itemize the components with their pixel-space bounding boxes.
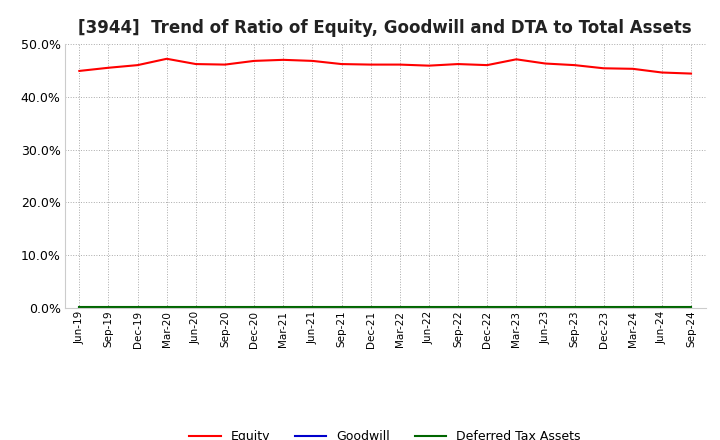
Equity <box>366 62 375 67</box>
Deferred Tax Assets <box>220 304 229 310</box>
Goodwill <box>629 305 637 311</box>
Deferred Tax Assets <box>541 304 550 310</box>
Equity <box>687 71 696 76</box>
Equity <box>483 62 492 68</box>
Deferred Tax Assets <box>425 304 433 310</box>
Deferred Tax Assets <box>104 304 113 310</box>
Deferred Tax Assets <box>250 304 258 310</box>
Deferred Tax Assets <box>337 304 346 310</box>
Goodwill <box>133 305 142 311</box>
Deferred Tax Assets <box>687 304 696 310</box>
Deferred Tax Assets <box>192 304 200 310</box>
Equity <box>395 62 404 67</box>
Deferred Tax Assets <box>366 304 375 310</box>
Goodwill <box>250 305 258 311</box>
Goodwill <box>279 305 287 311</box>
Goodwill <box>483 305 492 311</box>
Goodwill <box>599 305 608 311</box>
Deferred Tax Assets <box>163 304 171 310</box>
Equity <box>570 62 579 68</box>
Equity <box>541 61 550 66</box>
Deferred Tax Assets <box>570 304 579 310</box>
Goodwill <box>220 305 229 311</box>
Equity <box>425 63 433 68</box>
Equity <box>454 62 462 67</box>
Legend: Equity, Goodwill, Deferred Tax Assets: Equity, Goodwill, Deferred Tax Assets <box>184 425 586 440</box>
Deferred Tax Assets <box>454 304 462 310</box>
Goodwill <box>657 305 666 311</box>
Equity <box>337 62 346 67</box>
Line: Equity: Equity <box>79 59 691 73</box>
Deferred Tax Assets <box>395 304 404 310</box>
Equity <box>133 62 142 68</box>
Equity <box>308 58 317 63</box>
Deferred Tax Assets <box>629 304 637 310</box>
Equity <box>220 62 229 67</box>
Equity <box>599 66 608 71</box>
Goodwill <box>104 305 113 311</box>
Equity <box>75 68 84 73</box>
Equity <box>512 57 521 62</box>
Goodwill <box>75 305 84 311</box>
Deferred Tax Assets <box>512 304 521 310</box>
Deferred Tax Assets <box>279 304 287 310</box>
Equity <box>163 56 171 62</box>
Goodwill <box>570 305 579 311</box>
Goodwill <box>337 305 346 311</box>
Deferred Tax Assets <box>133 304 142 310</box>
Goodwill <box>512 305 521 311</box>
Equity <box>250 58 258 63</box>
Equity <box>279 57 287 62</box>
Goodwill <box>425 305 433 311</box>
Equity <box>629 66 637 71</box>
Deferred Tax Assets <box>483 304 492 310</box>
Goodwill <box>308 305 317 311</box>
Goodwill <box>163 305 171 311</box>
Deferred Tax Assets <box>308 304 317 310</box>
Goodwill <box>366 305 375 311</box>
Deferred Tax Assets <box>599 304 608 310</box>
Goodwill <box>192 305 200 311</box>
Goodwill <box>454 305 462 311</box>
Equity <box>104 65 113 70</box>
Deferred Tax Assets <box>657 304 666 310</box>
Equity <box>657 70 666 75</box>
Goodwill <box>541 305 550 311</box>
Equity <box>192 62 200 67</box>
Title: [3944]  Trend of Ratio of Equity, Goodwill and DTA to Total Assets: [3944] Trend of Ratio of Equity, Goodwil… <box>78 19 692 37</box>
Deferred Tax Assets <box>75 304 84 310</box>
Goodwill <box>395 305 404 311</box>
Goodwill <box>687 305 696 311</box>
